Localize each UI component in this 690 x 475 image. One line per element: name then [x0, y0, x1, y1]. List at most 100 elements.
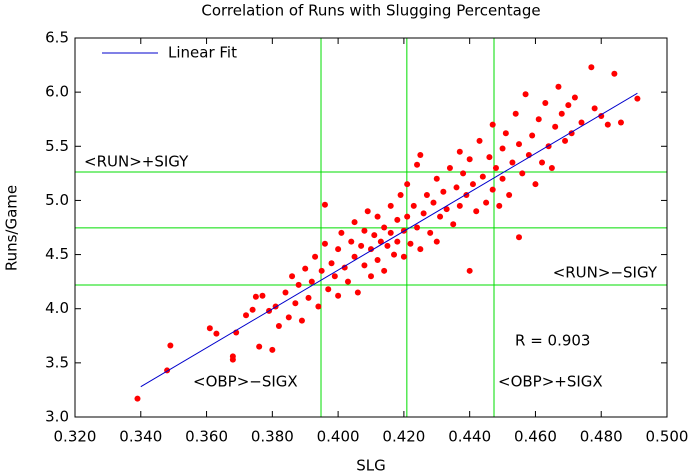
- data-point: [381, 267, 388, 274]
- data-point: [509, 159, 516, 166]
- data-point: [384, 242, 391, 249]
- data-point: [134, 395, 141, 402]
- data-point: [450, 221, 457, 228]
- data-point: [243, 312, 250, 319]
- data-point: [302, 265, 309, 272]
- annotation: <OBP>+SIGX: [498, 373, 603, 391]
- data-point: [167, 342, 174, 349]
- data-point: [407, 240, 414, 247]
- y-tick-label: 4.5: [45, 245, 69, 263]
- data-point: [483, 199, 490, 206]
- data-point: [634, 95, 641, 102]
- data-point: [548, 164, 555, 171]
- data-point: [479, 173, 486, 180]
- data-point: [318, 267, 325, 274]
- data-point: [312, 253, 319, 260]
- x-tick-label: 0.400: [317, 428, 360, 446]
- data-point: [417, 246, 424, 253]
- data-point: [617, 119, 624, 126]
- data-point: [489, 121, 496, 128]
- chart-title: Correlation of Runs with Slugging Percen…: [201, 2, 540, 20]
- data-point: [249, 306, 256, 313]
- annotation: <OBP>−SIGX: [193, 373, 298, 391]
- data-point: [285, 314, 292, 321]
- data-point: [351, 253, 358, 260]
- data-point: [364, 208, 371, 215]
- data-point: [466, 156, 473, 163]
- data-point: [456, 148, 463, 155]
- data-point: [578, 119, 585, 126]
- data-point: [269, 346, 276, 353]
- data-point: [427, 229, 434, 236]
- data-point: [295, 281, 302, 288]
- data-point: [335, 246, 342, 253]
- data-point: [542, 99, 549, 106]
- data-point: [588, 64, 595, 71]
- x-tick-label: 0.420: [382, 428, 425, 446]
- y-tick-label: 3.5: [45, 353, 69, 371]
- x-tick-label: 0.320: [54, 428, 97, 446]
- data-point: [325, 286, 332, 293]
- data-point: [476, 137, 483, 144]
- y-tick-label: 6.5: [45, 29, 69, 47]
- plot-frame: [74, 37, 668, 418]
- data-point: [206, 325, 213, 332]
- data-point: [292, 300, 299, 307]
- data-point: [496, 202, 503, 209]
- x-tick-label: 0.360: [185, 428, 228, 446]
- data-point: [529, 132, 536, 139]
- data-point: [259, 292, 266, 299]
- data-point: [492, 164, 499, 171]
- data-point: [532, 181, 539, 188]
- data-point: [473, 208, 480, 215]
- data-point: [516, 234, 522, 241]
- annotation: <RUN>+SIGY: [84, 153, 189, 171]
- x-tick-label: 0.380: [251, 428, 294, 446]
- data-point: [568, 130, 575, 137]
- data-point: [443, 206, 450, 213]
- data-point: [305, 294, 312, 301]
- data-point: [446, 164, 453, 171]
- data-point: [368, 246, 374, 253]
- data-point: [522, 91, 529, 98]
- data-point: [502, 130, 509, 137]
- data-point: [410, 202, 417, 209]
- y-tick-label: 6.0: [45, 83, 69, 101]
- data-point: [555, 83, 562, 90]
- data-point: [453, 184, 460, 191]
- data-point: [414, 161, 421, 168]
- data-point: [466, 267, 473, 274]
- data-point: [400, 253, 407, 260]
- data-point: [404, 213, 411, 220]
- data-point: [456, 202, 463, 209]
- data-point: [275, 323, 282, 330]
- y-tick-label: 3.0: [45, 408, 69, 426]
- data-point: [394, 216, 401, 223]
- legend-label: Linear Fit: [168, 44, 237, 62]
- data-point: [430, 199, 437, 206]
- data-point: [611, 70, 618, 77]
- data-point: [571, 94, 578, 101]
- data-point: [298, 317, 305, 324]
- data-point: [368, 273, 374, 280]
- x-tick-label: 0.440: [448, 428, 491, 446]
- data-point: [377, 238, 384, 245]
- y-axis-label: Runs/Game: [3, 185, 21, 271]
- data-point: [499, 175, 506, 182]
- data-point: [565, 102, 572, 109]
- data-point: [374, 213, 381, 220]
- data-point: [335, 292, 342, 299]
- data-point: [414, 224, 421, 231]
- data-point: [558, 110, 565, 117]
- data-point: [321, 240, 328, 247]
- data-point: [417, 151, 424, 158]
- y-tick-label: 5.0: [45, 191, 69, 209]
- data-point: [420, 210, 427, 217]
- data-point: [213, 330, 220, 337]
- data-point: [397, 192, 404, 199]
- data-point: [381, 224, 388, 231]
- data-point: [361, 262, 368, 269]
- x-tick-label: 0.480: [580, 428, 623, 446]
- data-point: [328, 260, 335, 267]
